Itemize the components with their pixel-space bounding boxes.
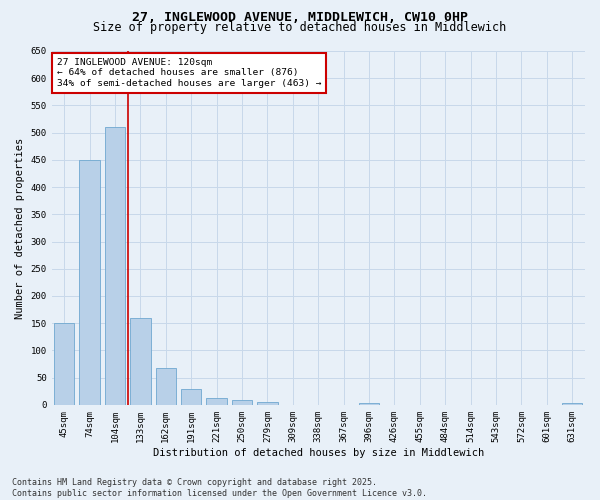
Text: 27 INGLEWOOD AVENUE: 120sqm
← 64% of detached houses are smaller (876)
34% of se: 27 INGLEWOOD AVENUE: 120sqm ← 64% of det… <box>57 58 322 88</box>
Bar <box>79 160 100 405</box>
Bar <box>155 368 176 405</box>
X-axis label: Distribution of detached houses by size in Middlewich: Distribution of detached houses by size … <box>152 448 484 458</box>
Text: 27, INGLEWOOD AVENUE, MIDDLEWICH, CW10 0HP: 27, INGLEWOOD AVENUE, MIDDLEWICH, CW10 0… <box>132 11 468 24</box>
Bar <box>359 403 379 405</box>
Y-axis label: Number of detached properties: Number of detached properties <box>15 138 25 318</box>
Bar <box>232 400 252 405</box>
Bar <box>130 318 151 405</box>
Bar <box>105 127 125 405</box>
Bar <box>562 402 583 405</box>
Bar <box>206 398 227 405</box>
Bar <box>54 323 74 405</box>
Bar <box>257 402 278 405</box>
Bar <box>181 388 202 405</box>
Text: Size of property relative to detached houses in Middlewich: Size of property relative to detached ho… <box>94 21 506 34</box>
Text: Contains HM Land Registry data © Crown copyright and database right 2025.
Contai: Contains HM Land Registry data © Crown c… <box>12 478 427 498</box>
